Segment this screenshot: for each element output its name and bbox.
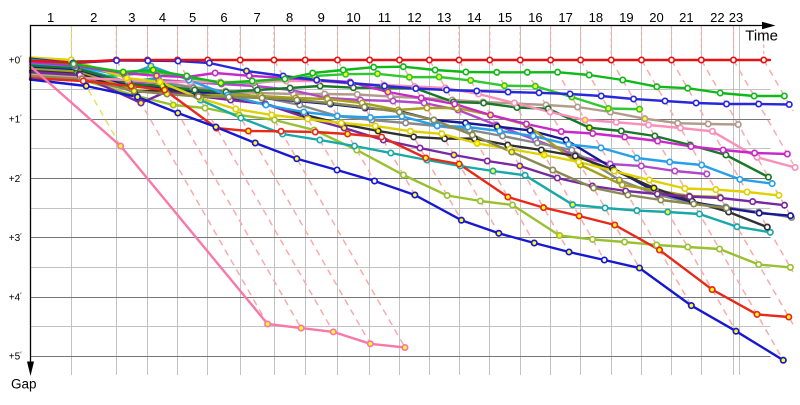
svg-text:+4′: +4′ (9, 292, 22, 303)
svg-text:19: 19 (619, 10, 633, 25)
svg-text:14: 14 (467, 10, 481, 25)
svg-text:13: 13 (437, 10, 451, 25)
svg-text:Time: Time (745, 28, 778, 45)
svg-text:+3′: +3′ (9, 233, 22, 244)
svg-text:+0′: +0′ (9, 55, 22, 66)
svg-text:8: 8 (286, 10, 293, 25)
svg-text:15: 15 (498, 10, 512, 25)
svg-text:20: 20 (649, 10, 663, 25)
svg-text:12: 12 (407, 10, 421, 25)
svg-text:10: 10 (346, 10, 360, 25)
svg-text:+2′: +2′ (9, 174, 22, 185)
svg-text:23: 23 (729, 10, 743, 25)
svg-text:17: 17 (558, 10, 572, 25)
svg-text:11: 11 (378, 10, 392, 25)
svg-text:18: 18 (589, 10, 603, 25)
svg-text:6: 6 (220, 10, 227, 25)
svg-text:7: 7 (253, 10, 260, 25)
svg-text:9: 9 (318, 10, 325, 25)
svg-text:22: 22 (710, 10, 724, 25)
svg-text:+1′: +1′ (9, 115, 22, 126)
svg-text:+5′: +5′ (9, 352, 22, 363)
svg-text:1: 1 (47, 10, 54, 25)
svg-text:21: 21 (679, 10, 693, 25)
svg-text:Gap: Gap (11, 377, 37, 392)
svg-text:4: 4 (159, 10, 166, 25)
svg-text:3: 3 (128, 10, 135, 25)
svg-text:5: 5 (189, 10, 196, 25)
svg-text:16: 16 (528, 10, 542, 25)
svg-text:2: 2 (90, 10, 97, 25)
